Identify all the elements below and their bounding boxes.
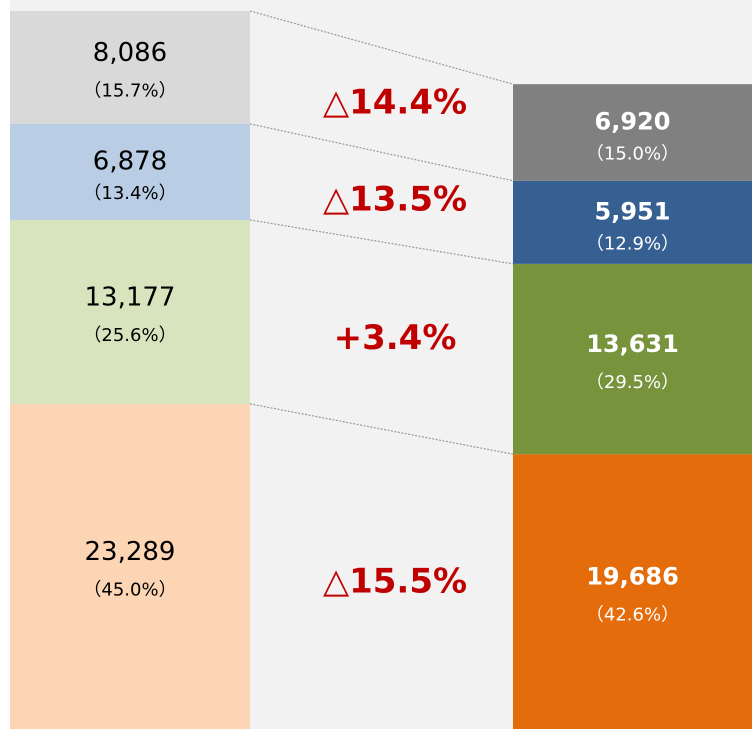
- share-label: （45.0%）: [83, 579, 176, 600]
- change-label: △14.4%: [323, 82, 467, 122]
- bar-segment: [513, 263, 752, 455]
- share-label: （25.6%）: [83, 325, 176, 346]
- connector: [249, 123, 514, 182]
- connector: [249, 219, 514, 265]
- value-label: 5,951: [595, 197, 671, 225]
- bar-segment: [513, 454, 752, 729]
- bar-segment: [10, 123, 250, 220]
- bar-segment: [10, 403, 250, 729]
- share-label: （15.7%）: [83, 80, 176, 101]
- change-label: △15.5%: [323, 562, 467, 602]
- bar-segment: [513, 180, 752, 264]
- change-label: +3.4%: [334, 318, 457, 358]
- value-label: 13,177: [85, 282, 176, 312]
- value-label: 6,920: [595, 107, 671, 135]
- share-label: （13.4%）: [83, 183, 176, 204]
- bar-segment: [10, 11, 250, 124]
- share-label: （12.9%）: [586, 233, 679, 254]
- bar-segment: [10, 219, 250, 404]
- value-label: 8,086: [93, 38, 167, 68]
- connector: [249, 403, 514, 455]
- share-label: （29.5%）: [586, 372, 679, 393]
- share-label: （15.0%）: [586, 143, 679, 164]
- bar-segment: [513, 84, 752, 181]
- value-label: 6,878: [93, 146, 167, 176]
- change-label: △13.5%: [323, 180, 467, 220]
- value-label: 13,631: [586, 330, 679, 358]
- value-label: 19,686: [586, 563, 679, 591]
- value-label: 23,289: [85, 537, 176, 567]
- share-label: （42.6%）: [586, 605, 679, 626]
